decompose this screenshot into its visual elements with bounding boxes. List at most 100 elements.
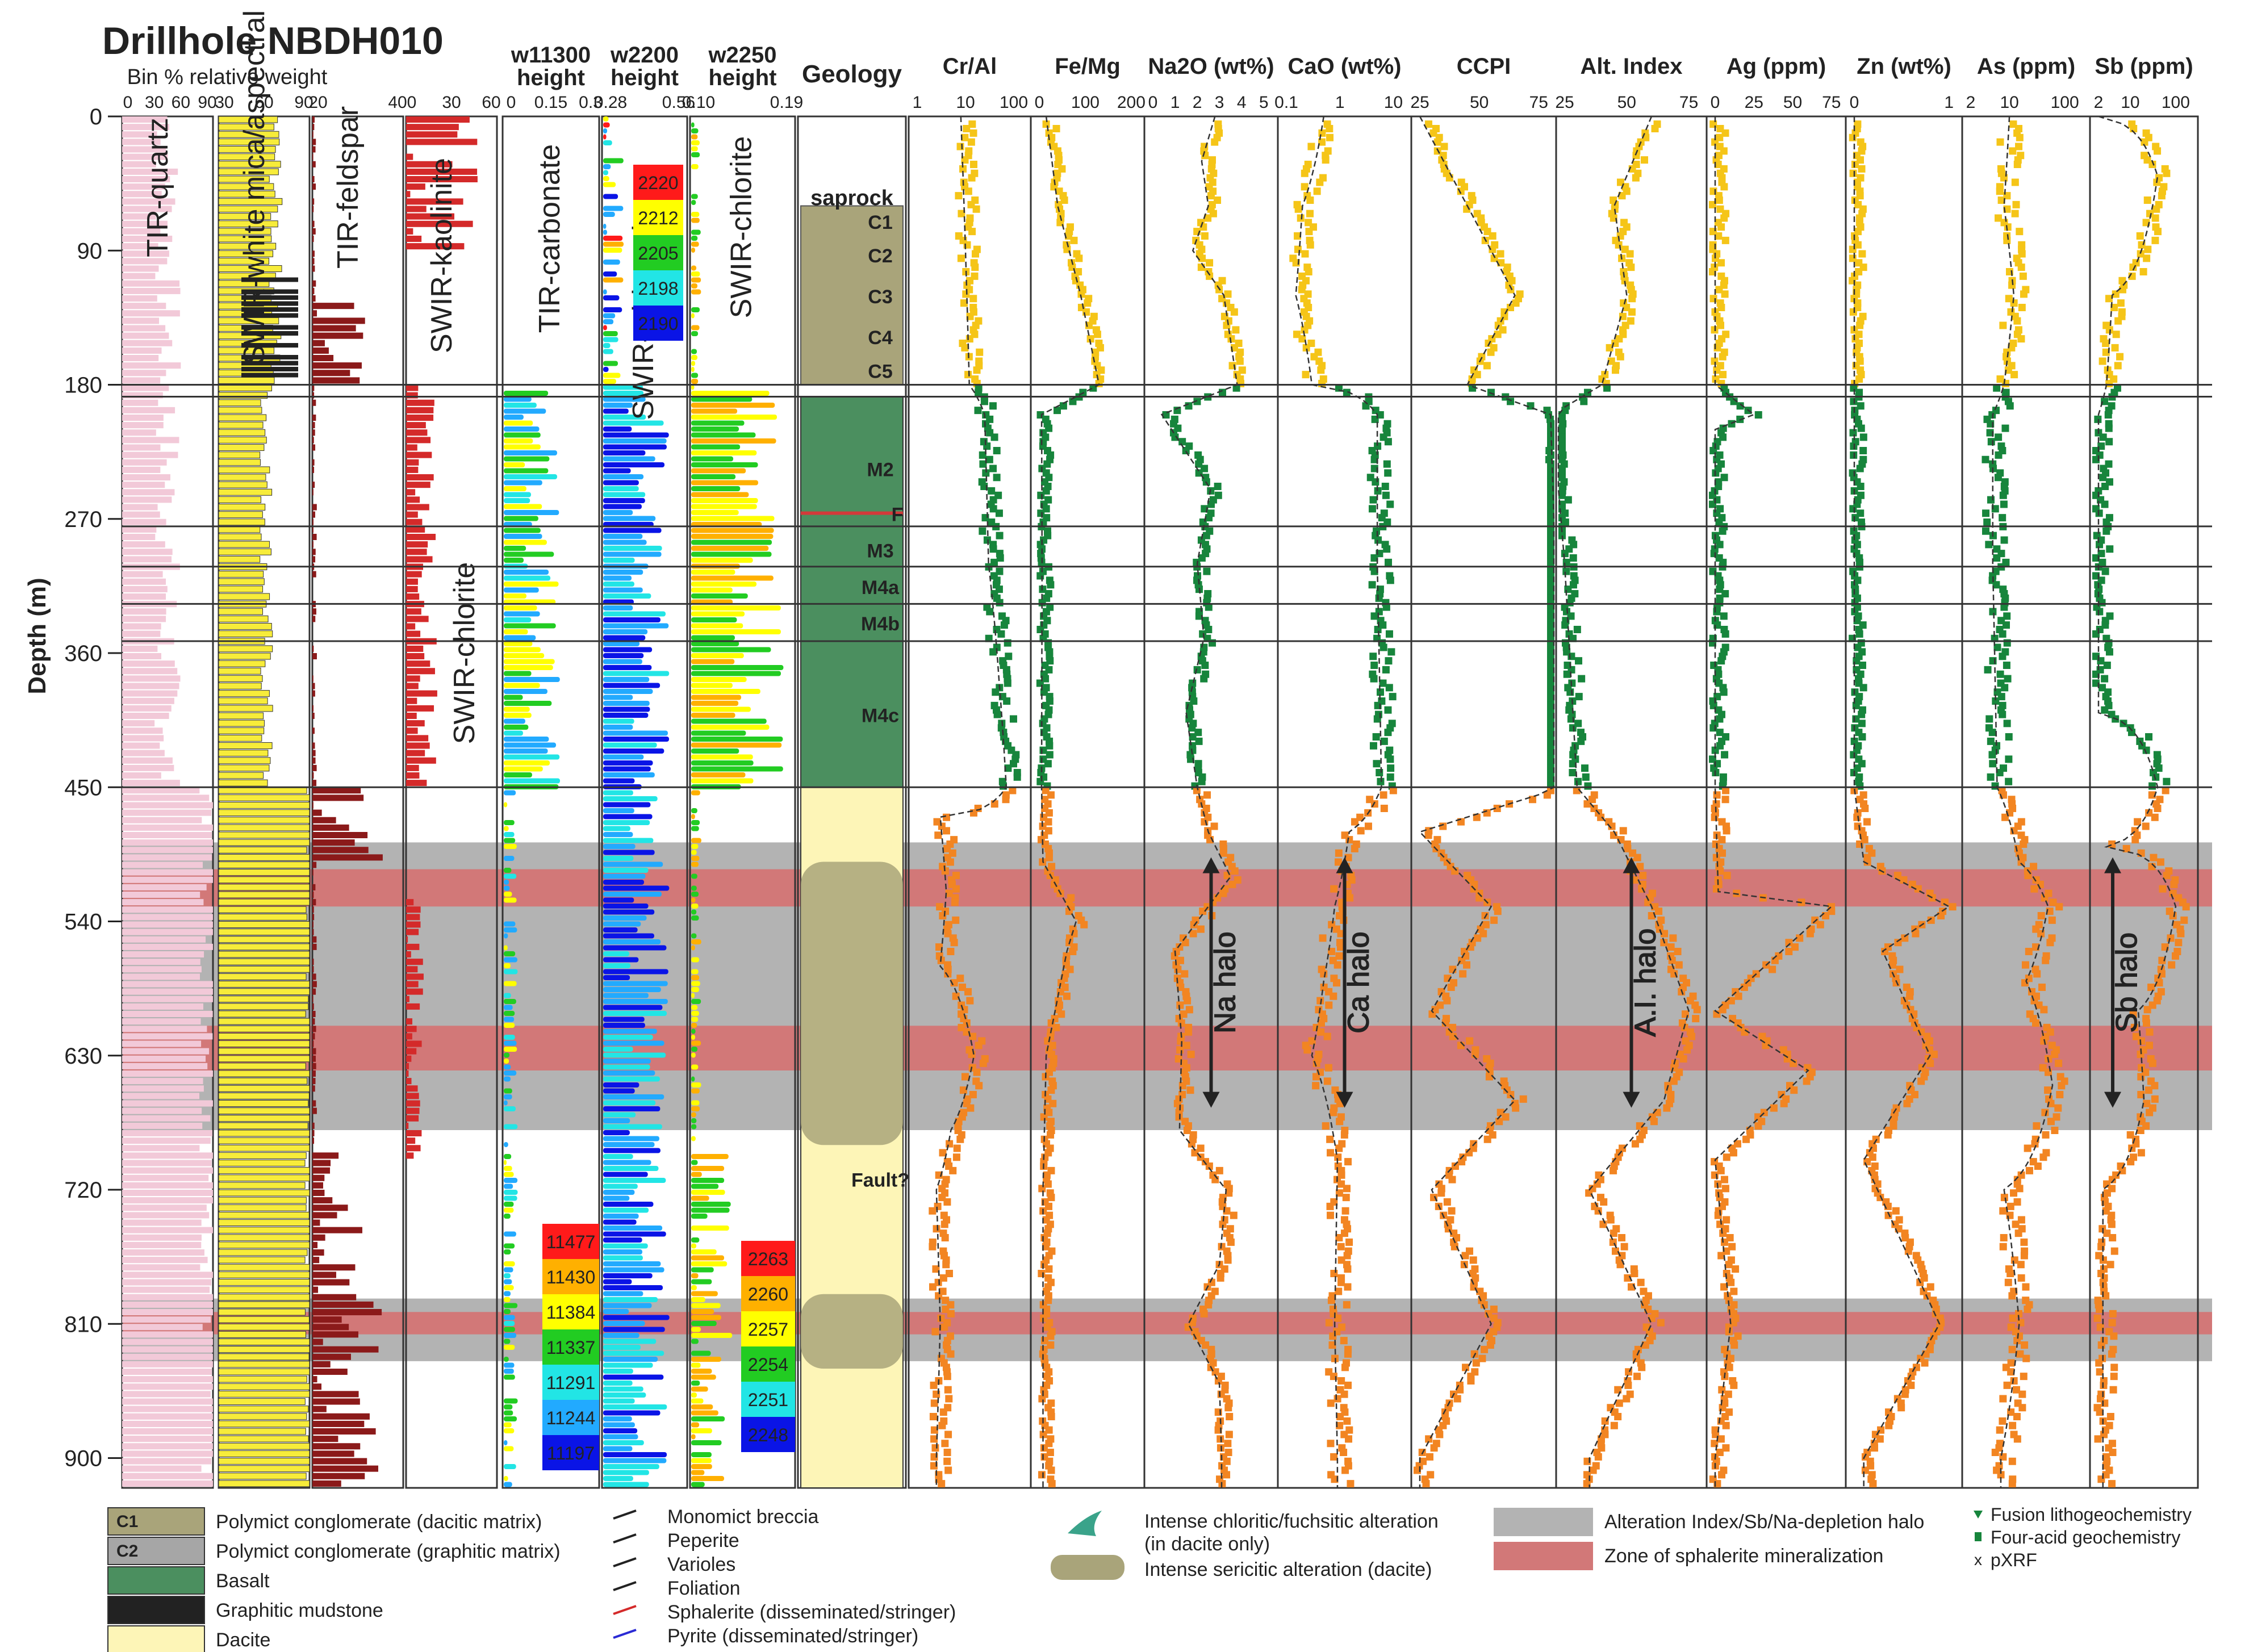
data-point (958, 210, 965, 218)
spectral-bar (406, 1055, 412, 1062)
legend-rock-label: Dacite (216, 1629, 270, 1651)
data-point (2171, 952, 2179, 960)
data-point (1370, 465, 1378, 472)
height-mark (603, 1482, 649, 1487)
height-mark (603, 224, 607, 229)
data-point (947, 948, 955, 955)
spectral-bar (218, 988, 310, 996)
data-point (1985, 541, 1993, 549)
spectral-bar (312, 1413, 370, 1420)
data-point (1217, 1435, 1224, 1443)
data-point (1610, 214, 1617, 222)
data-point (1045, 424, 1053, 432)
data-point (2093, 1314, 2101, 1322)
data-point (962, 290, 970, 298)
data-point (2013, 1413, 2021, 1420)
data-point (2101, 483, 2109, 490)
data-point (1328, 1341, 1336, 1349)
data-point (1721, 129, 1729, 137)
data-point (2146, 1028, 2154, 1036)
spectral-bar (406, 437, 431, 444)
spectral-bar (312, 429, 315, 436)
height-mark (504, 665, 553, 670)
data-point (1219, 889, 1227, 897)
spectral-bar (406, 176, 478, 183)
data-point (1343, 1301, 1351, 1309)
wavelength-scale-label: 11291 (546, 1373, 596, 1393)
height-mark (603, 140, 612, 145)
spectral-bar (218, 1398, 306, 1406)
spectral-bar (218, 876, 310, 884)
spectral-bar (122, 556, 172, 563)
data-point (1047, 1086, 1055, 1094)
spectral-bar (218, 1308, 306, 1316)
data-point (952, 885, 960, 893)
legend-alteration-label: (in dacite only) (1144, 1533, 1270, 1555)
spectral-bar (122, 861, 203, 868)
data-point (2102, 348, 2110, 356)
data-point (1723, 872, 1731, 880)
spectral-bar (122, 1234, 202, 1241)
height-mark (691, 420, 745, 426)
data-point (2148, 1059, 2156, 1067)
geology-unit-label: F (892, 504, 904, 525)
data-point (1305, 268, 1312, 275)
legend-rock-label: Basalt (216, 1570, 270, 1592)
spectral-bar (122, 1339, 213, 1345)
data-point (1999, 1207, 2007, 1215)
spectral-bar (218, 1420, 310, 1428)
data-point (1462, 1364, 1470, 1371)
spectral-bar (312, 1190, 325, 1197)
height-mark (504, 1357, 509, 1362)
data-point (1584, 782, 1592, 790)
height-mark (504, 1035, 515, 1040)
height-mark (504, 528, 541, 533)
height-mark (691, 1023, 697, 1028)
spectral-bar (122, 839, 213, 846)
data-point (1996, 187, 2004, 195)
data-point (1059, 402, 1067, 410)
data-point (2017, 335, 2025, 343)
height-mark (691, 939, 701, 944)
spectral-bar (218, 183, 274, 190)
wavelength-scale-swatch (741, 1311, 795, 1346)
data-point (956, 975, 964, 982)
spectral-bar (312, 1369, 348, 1375)
height-mark (691, 617, 737, 622)
data-point (2105, 438, 2113, 446)
spectral-bar (218, 407, 262, 414)
spectral-bar (312, 1003, 314, 1010)
height-mark (691, 534, 774, 539)
height-mark (603, 271, 617, 277)
y-tick-label: 630 (64, 1044, 102, 1069)
data-point (1897, 1404, 1905, 1412)
spectral-bar (122, 183, 165, 190)
data-point (1174, 965, 1182, 973)
height-mark (504, 897, 517, 903)
data-point (1614, 1413, 1622, 1420)
height-mark (691, 593, 748, 599)
height-column-label: TIR-carbonate (533, 144, 566, 333)
height-mark (691, 1410, 718, 1416)
data-point (1322, 156, 1330, 164)
data-point (1009, 715, 1017, 723)
height-mark (691, 838, 701, 843)
height-mark (504, 498, 530, 503)
height-column-header-2: height (517, 65, 585, 90)
height-mark (691, 575, 774, 581)
data-point (1203, 791, 1211, 799)
data-point (1203, 567, 1211, 575)
height-mark (691, 587, 733, 593)
spectral-bar (122, 869, 213, 876)
geochem-column-header: Fe/Mg (1055, 54, 1121, 79)
data-point (947, 1350, 955, 1358)
spectral-bar (122, 280, 180, 287)
spectral-bar (122, 1122, 203, 1129)
data-point (1335, 1189, 1343, 1197)
spectral-bar (406, 183, 425, 190)
data-point (1627, 264, 1635, 271)
spectral-bar (122, 1353, 213, 1360)
data-point (2127, 729, 2135, 737)
spectral-tick-label: 60 (254, 93, 273, 112)
wavelength-scale-swatch (741, 1346, 795, 1382)
